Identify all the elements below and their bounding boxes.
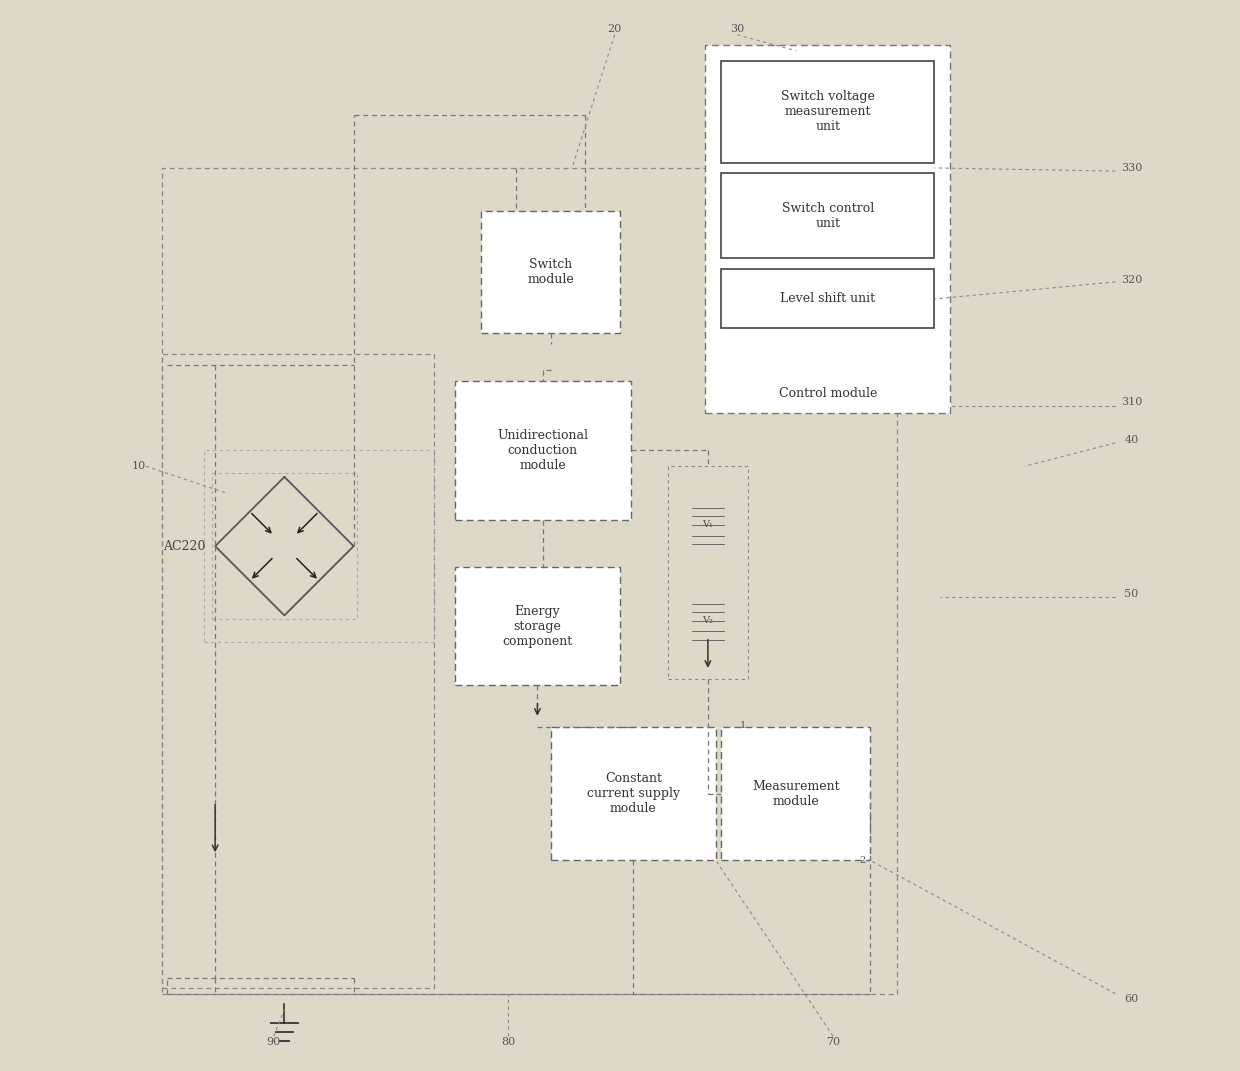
Bar bbox=[455, 381, 631, 519]
Text: 330: 330 bbox=[1121, 163, 1142, 172]
Bar bbox=[162, 355, 434, 989]
Text: Switch voltage
measurement
unit: Switch voltage measurement unit bbox=[781, 90, 874, 134]
Text: Unidirectional
conduction
module: Unidirectional conduction module bbox=[497, 428, 588, 471]
Text: 320: 320 bbox=[1121, 275, 1142, 285]
Text: 2: 2 bbox=[859, 856, 866, 865]
Text: 30: 30 bbox=[730, 25, 744, 34]
Text: 70: 70 bbox=[826, 1037, 841, 1046]
Bar bbox=[722, 174, 934, 258]
Bar bbox=[668, 466, 748, 679]
Text: 40: 40 bbox=[1125, 435, 1138, 444]
Text: V₁: V₁ bbox=[703, 521, 713, 529]
Text: 90: 90 bbox=[267, 1037, 280, 1046]
Text: Measurement
module: Measurement module bbox=[751, 780, 839, 808]
Text: Constant
current supply
module: Constant current supply module bbox=[587, 772, 680, 815]
Bar bbox=[455, 568, 620, 684]
Bar bbox=[722, 269, 934, 328]
Text: 80: 80 bbox=[501, 1037, 516, 1046]
Text: Switch control
unit: Switch control unit bbox=[781, 201, 874, 230]
Bar bbox=[551, 727, 715, 860]
Text: Switch
module: Switch module bbox=[527, 258, 574, 286]
Text: V₂: V₂ bbox=[703, 616, 713, 625]
Text: 50: 50 bbox=[1125, 589, 1138, 599]
Text: AC220: AC220 bbox=[162, 540, 205, 553]
Text: Energy
storage
component: Energy storage component bbox=[502, 604, 573, 648]
Text: Level shift unit: Level shift unit bbox=[780, 292, 875, 305]
Text: 10: 10 bbox=[131, 462, 145, 471]
Bar bbox=[722, 61, 934, 163]
Text: 310: 310 bbox=[1121, 397, 1142, 407]
Bar bbox=[481, 211, 620, 333]
Bar bbox=[722, 727, 870, 860]
Bar bbox=[162, 168, 897, 994]
Text: Control module: Control module bbox=[779, 388, 877, 401]
Bar bbox=[212, 473, 357, 619]
Text: 1: 1 bbox=[739, 721, 745, 729]
Bar bbox=[706, 45, 950, 413]
Text: 60: 60 bbox=[1125, 994, 1138, 1004]
Bar bbox=[205, 450, 434, 642]
Text: 20: 20 bbox=[608, 25, 621, 34]
